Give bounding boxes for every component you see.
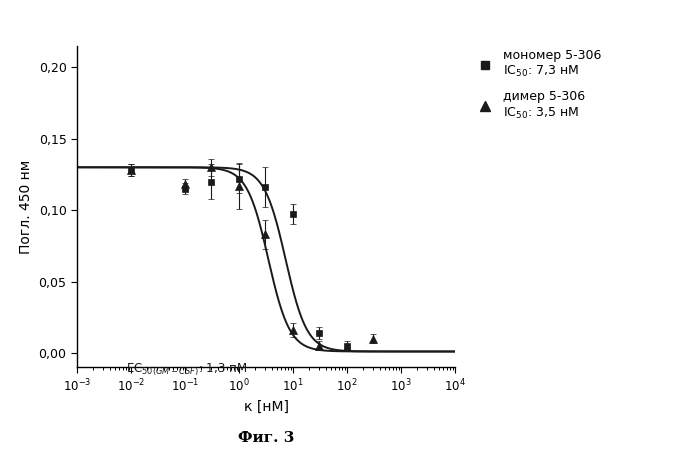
Text: EC$_{50(GM-CSF)}$: 1,3 пМ: EC$_{50(GM-CSF)}$: 1,3 пМ (126, 362, 247, 378)
Y-axis label: Погл. 450 нм: Погл. 450 нм (19, 159, 33, 254)
Legend: мономер 5-306
IC$_{50}$: 7,3 нМ, димер 5-306
IC$_{50}$: 3,5 нМ: мономер 5-306 IC$_{50}$: 7,3 нМ, димер 5… (473, 49, 601, 121)
Text: Фиг. 3: Фиг. 3 (238, 431, 294, 445)
X-axis label: к [нМ]: к [нМ] (244, 400, 288, 414)
